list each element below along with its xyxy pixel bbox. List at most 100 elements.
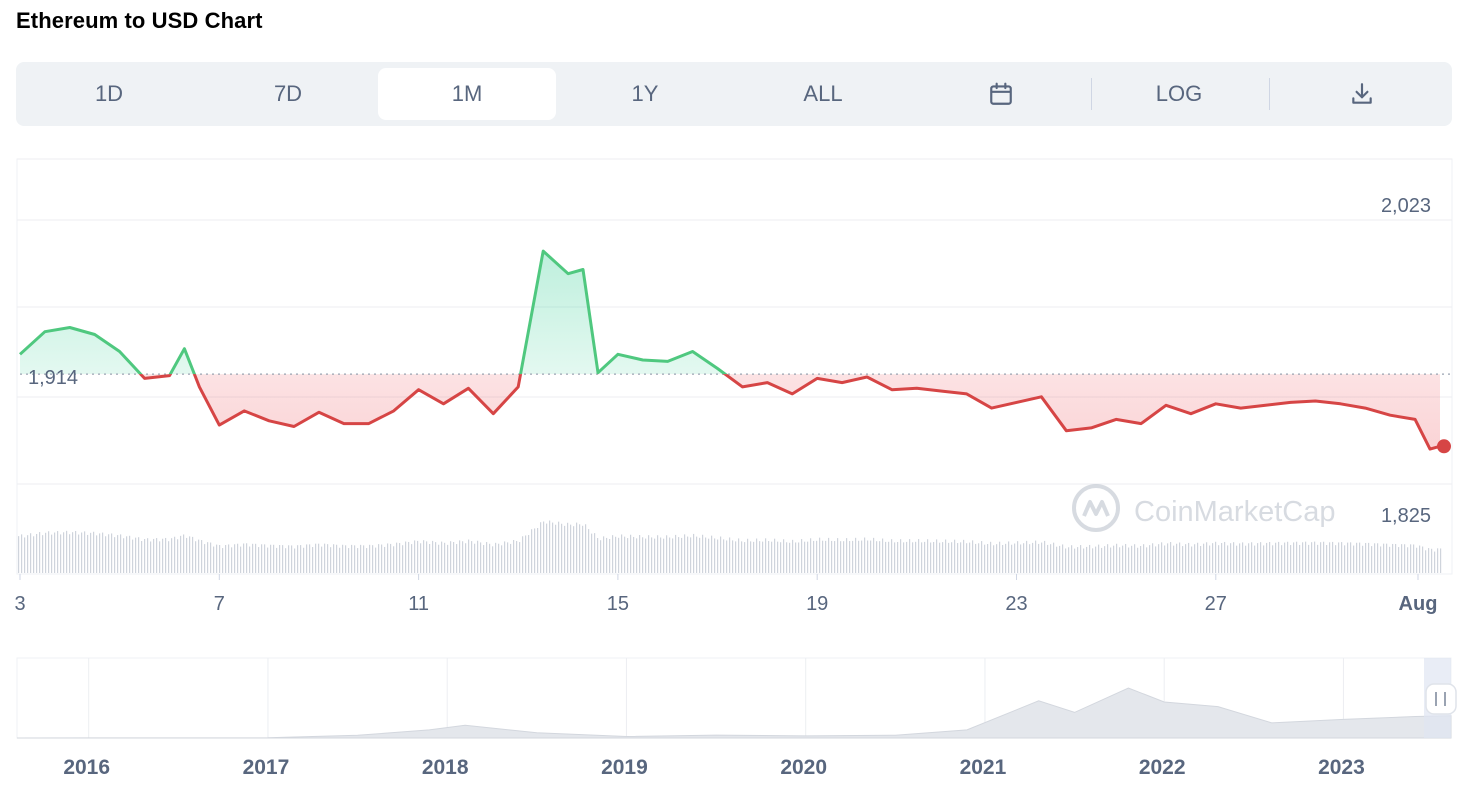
date-range-button[interactable] xyxy=(912,68,1090,120)
volume-bar xyxy=(504,541,506,573)
range-7d-button[interactable]: 7D xyxy=(273,81,303,106)
volume-bar xyxy=(1083,548,1085,573)
volume-bar xyxy=(669,537,671,573)
volume-bar xyxy=(417,540,419,573)
volume-bar xyxy=(705,537,707,573)
log-scale-button[interactable]: LOG xyxy=(1155,81,1203,106)
volume-bar xyxy=(822,540,824,573)
volume-bar xyxy=(1278,541,1280,573)
volume-bar xyxy=(1095,546,1097,573)
volume-bar xyxy=(645,538,647,573)
volume-bar xyxy=(717,539,719,573)
volume-bar xyxy=(507,542,509,573)
volume-bar xyxy=(216,544,218,573)
volume-bar xyxy=(819,537,821,573)
volume-bar xyxy=(531,529,533,573)
volume-bar xyxy=(630,534,632,573)
volume-bar xyxy=(1335,545,1337,573)
volume-bar xyxy=(1341,542,1343,573)
volume-bar xyxy=(882,538,884,573)
volume-bar xyxy=(354,545,356,573)
volume-bar xyxy=(261,544,263,573)
navigator-year-label: 2020 xyxy=(780,756,827,779)
volume-bar xyxy=(957,543,959,573)
volume-bar xyxy=(879,541,881,573)
range-all-button[interactable]: ALL xyxy=(803,81,843,106)
volume-bar xyxy=(1404,544,1406,573)
volume-bar xyxy=(687,536,689,573)
toolbar-divider xyxy=(1091,78,1092,110)
volume-bar xyxy=(1182,546,1184,573)
volume-bar xyxy=(756,538,758,573)
volume-bar xyxy=(1419,545,1421,573)
navigator-year-label: 2016 xyxy=(63,756,110,779)
volume-bar xyxy=(642,537,644,573)
volume-bar xyxy=(1017,541,1019,573)
volume-bar xyxy=(1131,545,1133,573)
volume-bar xyxy=(519,542,521,573)
volume-bar xyxy=(1248,543,1250,573)
volume-bar xyxy=(1395,543,1397,573)
volume-bar xyxy=(1329,542,1331,573)
volume-bar xyxy=(561,523,563,573)
volume-bar xyxy=(1233,542,1235,573)
volume-bar xyxy=(1125,543,1127,573)
timeframe-toolbar: 1D 7D 1M 1Y ALL LOG xyxy=(16,62,1452,126)
volume-bar xyxy=(1035,540,1037,573)
price-chart[interactable]: 2,023 1,914 1,825 CoinMarketCap 3 7 11 15 19… xyxy=(0,140,1470,640)
volume-bar xyxy=(1398,547,1400,573)
volume-bar xyxy=(75,530,77,573)
volume-bar xyxy=(681,537,683,573)
volume-bar xyxy=(828,537,830,573)
volume-bar xyxy=(192,536,194,573)
volume-bar xyxy=(1410,544,1412,573)
volume-bar xyxy=(411,544,413,573)
volume-bar xyxy=(1272,545,1274,573)
download-icon xyxy=(1352,83,1372,104)
volume-bar xyxy=(384,546,386,573)
volume-bar xyxy=(837,538,839,573)
download-button[interactable] xyxy=(1273,68,1451,120)
volume-bar xyxy=(1080,545,1082,573)
volume-bar xyxy=(711,535,713,573)
volume-bar xyxy=(1116,543,1118,573)
x-tick-label: 27 xyxy=(1205,593,1227,615)
volume-bar xyxy=(333,544,335,573)
volume-bar xyxy=(780,542,782,573)
volume-bar xyxy=(42,535,44,573)
volume-bar xyxy=(486,542,488,573)
volume-bar xyxy=(117,535,119,573)
volume-bar xyxy=(138,537,140,573)
volume-bar xyxy=(951,542,953,573)
volume-bar xyxy=(801,539,803,573)
volume-bar xyxy=(405,541,407,573)
volume-bar xyxy=(1005,543,1007,573)
volume-bar xyxy=(39,532,41,573)
volume-bar xyxy=(594,533,596,573)
volume-bar xyxy=(1359,542,1361,573)
volume-bar xyxy=(933,541,935,573)
volume-bar xyxy=(897,542,899,573)
volume-bar xyxy=(549,520,551,573)
navigator-year-label: 2023 xyxy=(1318,756,1365,779)
volume-bar xyxy=(213,546,215,573)
volume-bar xyxy=(792,539,794,573)
volume-bar xyxy=(1167,543,1169,573)
volume-bar xyxy=(357,548,359,573)
volume-bar xyxy=(774,538,776,573)
range-1m-button[interactable]: 1M xyxy=(378,68,556,120)
volume-bar xyxy=(609,538,611,573)
volume-bar xyxy=(1140,545,1142,573)
volume-bar xyxy=(1413,544,1415,573)
volume-bar xyxy=(255,543,257,573)
navigator-handle[interactable] xyxy=(1425,683,1457,715)
x-tick-label: 15 xyxy=(607,593,629,615)
volume-bar xyxy=(369,544,371,573)
volume-bar xyxy=(132,539,134,573)
navigator-chart[interactable]: 2016 2017 2018 2019 2020 2021 2022 2023 xyxy=(0,650,1470,808)
volume-bar xyxy=(1407,547,1409,573)
range-1d-button[interactable]: 1D xyxy=(94,81,124,106)
volume-bar xyxy=(360,544,362,573)
volume-bar xyxy=(1146,547,1148,573)
range-1y-button[interactable]: 1Y xyxy=(631,81,659,106)
